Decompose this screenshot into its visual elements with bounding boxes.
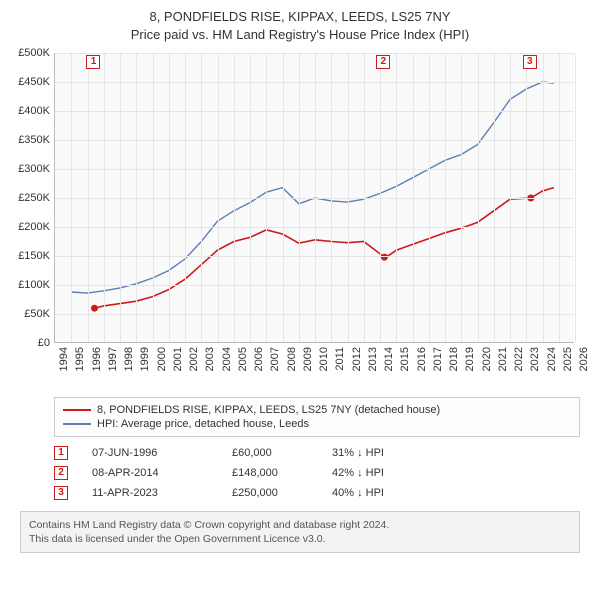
sales-row: 3 11-APR-2023 £250,000 40% ↓ HPI [54,483,580,503]
chart-top-marker: 3 [523,55,537,69]
y-tick-label: £450K [6,76,50,88]
x-tick-label: 2009 [302,347,314,371]
x-tick-label: 2001 [172,347,184,371]
sale-date: 11-APR-2023 [92,487,232,499]
x-tick-label: 2019 [464,347,476,371]
sale-marker-box: 2 [54,466,68,480]
sales-row: 2 08-APR-2014 £148,000 42% ↓ HPI [54,463,580,483]
footnote-line2: This data is licensed under the Open Gov… [29,532,571,546]
title-subtitle: Price paid vs. HM Land Registry's House … [10,26,590,44]
series-price_paid [95,188,554,309]
footnote-line1: Contains HM Land Registry data © Crown c… [29,518,571,532]
x-tick-label: 2010 [318,347,330,371]
chart-top-marker: 1 [86,55,100,69]
x-tick-label: 2021 [497,347,509,371]
x-tick-label: 2005 [237,347,249,371]
x-tick-label: 1999 [139,347,151,371]
sale-date: 08-APR-2014 [92,467,232,479]
title-address: 8, PONDFIELDS RISE, KIPPAX, LEEDS, LS25 … [10,8,590,26]
x-tick-label: 2025 [562,347,574,371]
y-tick-label: £300K [6,163,50,175]
footnote: Contains HM Land Registry data © Crown c… [20,511,580,553]
y-tick-label: £400K [6,105,50,117]
sale-price: £148,000 [232,467,332,479]
y-tick-label: £0 [6,337,50,349]
y-tick-label: £100K [6,279,50,291]
y-tick-label: £250K [6,192,50,204]
x-tick-label: 2026 [578,347,590,371]
x-tick-label: 2016 [416,347,428,371]
x-tick-label: 2007 [269,347,281,371]
x-tick-label: 2012 [351,347,363,371]
series-hpi [71,82,554,293]
x-tick-label: 1997 [107,347,119,371]
y-tick-label: £50K [6,308,50,320]
sale-price: £60,000 [232,447,332,459]
legend-label-price-paid: 8, PONDFIELDS RISE, KIPPAX, LEEDS, LS25 … [97,404,440,416]
plot-area [54,53,574,343]
y-tick-label: £500K [6,47,50,59]
legend-label-hpi: HPI: Average price, detached house, Leed… [97,418,309,430]
x-tick-label: 2024 [546,347,558,371]
x-tick-label: 2003 [204,347,216,371]
x-tick-label: 1996 [91,347,103,371]
x-tick-label: 2002 [188,347,200,371]
legend-row-hpi: HPI: Average price, detached house, Leed… [63,417,571,431]
x-tick-label: 2013 [367,347,379,371]
sale-marker-box: 1 [54,446,68,460]
legend-row-price-paid: 8, PONDFIELDS RISE, KIPPAX, LEEDS, LS25 … [63,403,571,417]
x-tick-label: 2004 [221,347,233,371]
x-tick-label: 1995 [74,347,86,371]
x-tick-label: 2014 [383,347,395,371]
sale-date: 07-JUN-1996 [92,447,232,459]
x-tick-label: 1998 [123,347,135,371]
sale-marker-box: 3 [54,486,68,500]
x-tick-label: 2000 [156,347,168,371]
x-tick-label: 2006 [253,347,265,371]
x-tick-label: 2018 [448,347,460,371]
x-tick-label: 2008 [286,347,298,371]
chart-top-marker: 2 [376,55,390,69]
y-tick-label: £200K [6,221,50,233]
title-block: 8, PONDFIELDS RISE, KIPPAX, LEEDS, LS25 … [10,8,590,43]
sale-pct-vs-hpi: 40% ↓ HPI [332,487,452,499]
sales-row: 1 07-JUN-1996 £60,000 31% ↓ HPI [54,443,580,463]
sales-table: 1 07-JUN-1996 £60,000 31% ↓ HPI 2 08-APR… [54,443,580,503]
y-tick-label: £350K [6,134,50,146]
legend: 8, PONDFIELDS RISE, KIPPAX, LEEDS, LS25 … [54,397,580,437]
sale-dot [381,254,388,261]
x-tick-label: 2017 [432,347,444,371]
sale-pct-vs-hpi: 42% ↓ HPI [332,467,452,479]
chart-frame: £0£50K£100K£150K£200K£250K£300K£350K£400… [10,49,590,389]
x-tick-label: 2023 [529,347,541,371]
legend-swatch-price-paid [63,409,91,411]
x-tick-label: 2011 [334,347,346,371]
x-tick-label: 2022 [513,347,525,371]
x-tick-label: 1994 [58,347,70,371]
sale-dot [91,305,98,312]
legend-swatch-hpi [63,423,91,425]
x-tick-label: 2015 [399,347,411,371]
x-tick-label: 2020 [481,347,493,371]
y-tick-label: £150K [6,250,50,262]
sale-pct-vs-hpi: 31% ↓ HPI [332,447,452,459]
sale-price: £250,000 [232,487,332,499]
chart-container: 8, PONDFIELDS RISE, KIPPAX, LEEDS, LS25 … [0,0,600,563]
